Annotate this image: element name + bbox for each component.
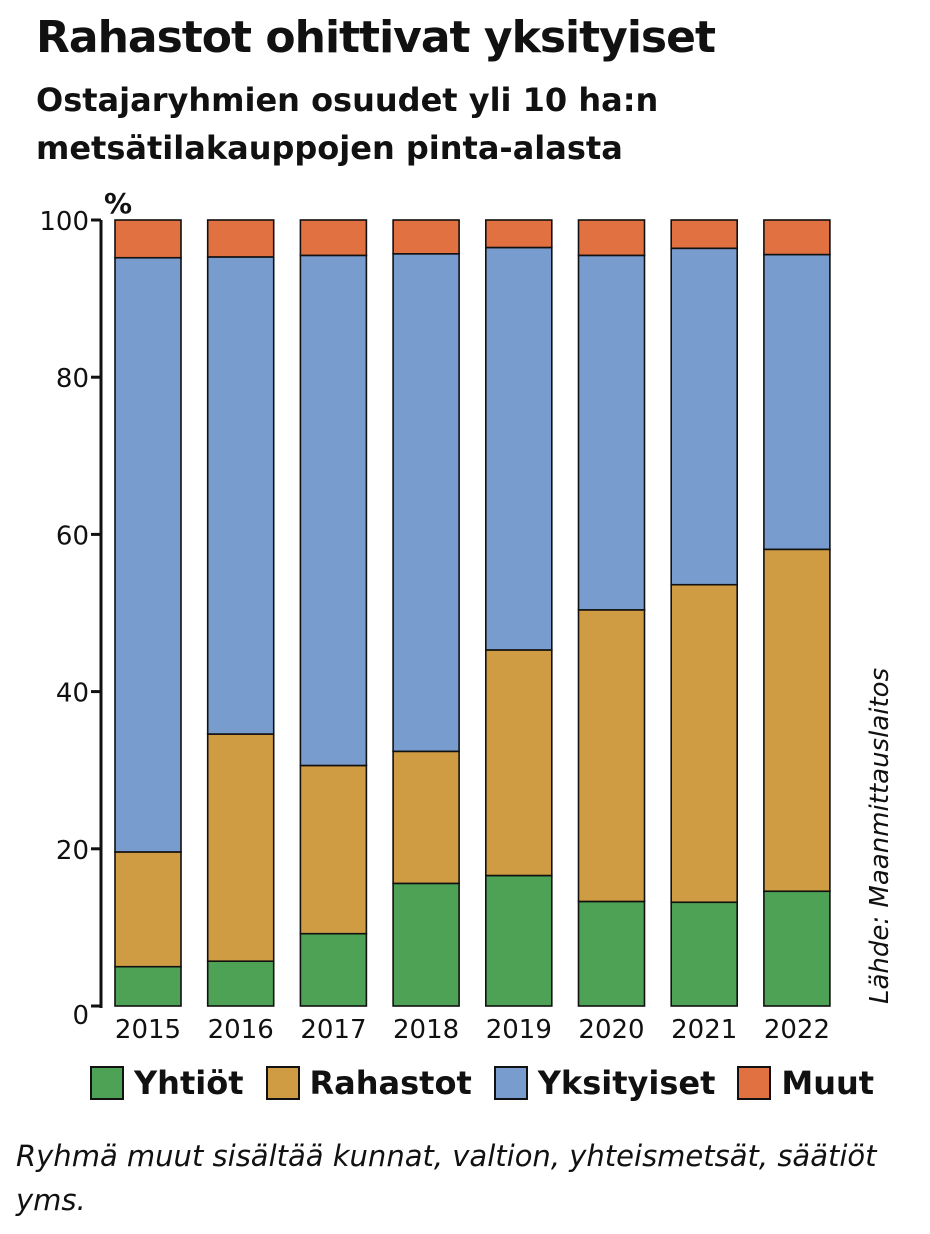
bar-2017-muut: [299, 219, 368, 257]
bar-2015-rahastot: [114, 851, 182, 968]
bar-2018-yksityiset: [392, 252, 460, 753]
bar-2016-muut: [206, 219, 275, 258]
bar-2020-rahastot: [577, 609, 646, 903]
bar-2019-rahastot: [484, 649, 553, 877]
legend-label: Rahastot: [309, 1064, 472, 1102]
bar-2019-yhtiöt: [484, 874, 553, 1007]
bars: [114, 219, 831, 1007]
bar-2022-muut: [763, 219, 831, 256]
bar-2015-yksityiset: [114, 256, 182, 853]
chart-subtitle: Ostajaryhmien osuudet yli 10 ha:n metsät…: [36, 81, 659, 167]
bar-2015-muut: [114, 219, 182, 259]
legend-swatch: [737, 1066, 772, 1100]
x-tick-label-2019: 2019: [486, 1015, 552, 1045]
legend-item-rahastot: Rahastot: [265, 1064, 472, 1102]
x-tick-label-2016: 2016: [208, 1015, 274, 1045]
bar-2022-yksityiset: [763, 253, 831, 551]
x-axis-labels: 2015 2016 2017 2018 2019 2020 2021 2022: [115, 1015, 830, 1045]
bar-2022-rahastot: [763, 548, 831, 893]
legend-swatch: [265, 1066, 300, 1100]
legend: Yhtiöt Rahastot Yksityiset Muut: [90, 1064, 896, 1102]
legend-swatch: [493, 1066, 528, 1100]
legend-item-yksityiset: Yksityiset: [493, 1064, 716, 1102]
chart-title: Rahastot ohittivat yksityiset: [36, 12, 716, 63]
x-tick-label-2015: 2015: [115, 1015, 181, 1045]
bar-2020-muut: [577, 219, 646, 257]
x-tick-label-2018: 2018: [393, 1015, 459, 1045]
footnote: Ryhmä muut sisältää kunnat, valtion, yht…: [16, 1139, 877, 1217]
x-tick-label-2021: 2021: [671, 1015, 737, 1045]
bar-2016-yhtiöt: [206, 960, 275, 1007]
legend-label: Muut: [781, 1064, 875, 1102]
y-axis-unit-label: %: [104, 187, 132, 220]
x-tick-label-2022: 2022: [764, 1015, 830, 1045]
bar-2016-yksityiset: [206, 256, 275, 735]
x-tick-label-2017: 2017: [300, 1015, 366, 1045]
bar-2019-yksityiset: [484, 246, 553, 651]
y-tick-label-40: 40: [56, 679, 89, 709]
bar-2016-rahastot: [206, 733, 275, 962]
bar-2017-yhtiöt: [299, 932, 368, 1007]
source-label: Lähde: Maanmittauslaitos: [865, 668, 895, 1004]
legend-label: Yksityiset: [537, 1064, 716, 1102]
x-tick-label-2020: 2020: [578, 1015, 644, 1045]
y-tick-label-100: 100: [39, 207, 89, 237]
bar-2019-muut: [484, 219, 553, 249]
bar-2021-yhtiöt: [670, 901, 739, 1007]
y-axis: 0 20 40 60 80 100: [39, 207, 103, 1031]
bar-2018-rahastot: [392, 750, 460, 885]
bar-2021-yksityiset: [670, 247, 739, 586]
legend-item-yhtiöt: Yhtiöt: [90, 1064, 244, 1102]
bar-2015-yhtiöt: [114, 965, 182, 1007]
bar-2017-yksityiset: [299, 254, 368, 767]
y-tick-label-60: 60: [56, 521, 89, 551]
y-tick-label-80: 80: [56, 364, 89, 394]
bar-2020-yksityiset: [577, 254, 646, 611]
bar-2021-muut: [670, 219, 739, 250]
bar-2018-yhtiöt: [392, 882, 460, 1007]
y-tick-label-0: 0: [72, 1001, 89, 1031]
bar-2020-yhtiöt: [577, 900, 646, 1007]
y-tick-label-20: 20: [56, 836, 89, 866]
legend-swatch: [90, 1066, 124, 1100]
bar-2018-muut: [392, 219, 460, 255]
bar-2017-rahastot: [299, 764, 368, 935]
legend-label: Yhtiöt: [134, 1064, 244, 1102]
bar-2021-rahastot: [670, 583, 739, 904]
bar-2022-yhtiöt: [763, 890, 831, 1007]
legend-item-muut: Muut: [737, 1064, 874, 1102]
